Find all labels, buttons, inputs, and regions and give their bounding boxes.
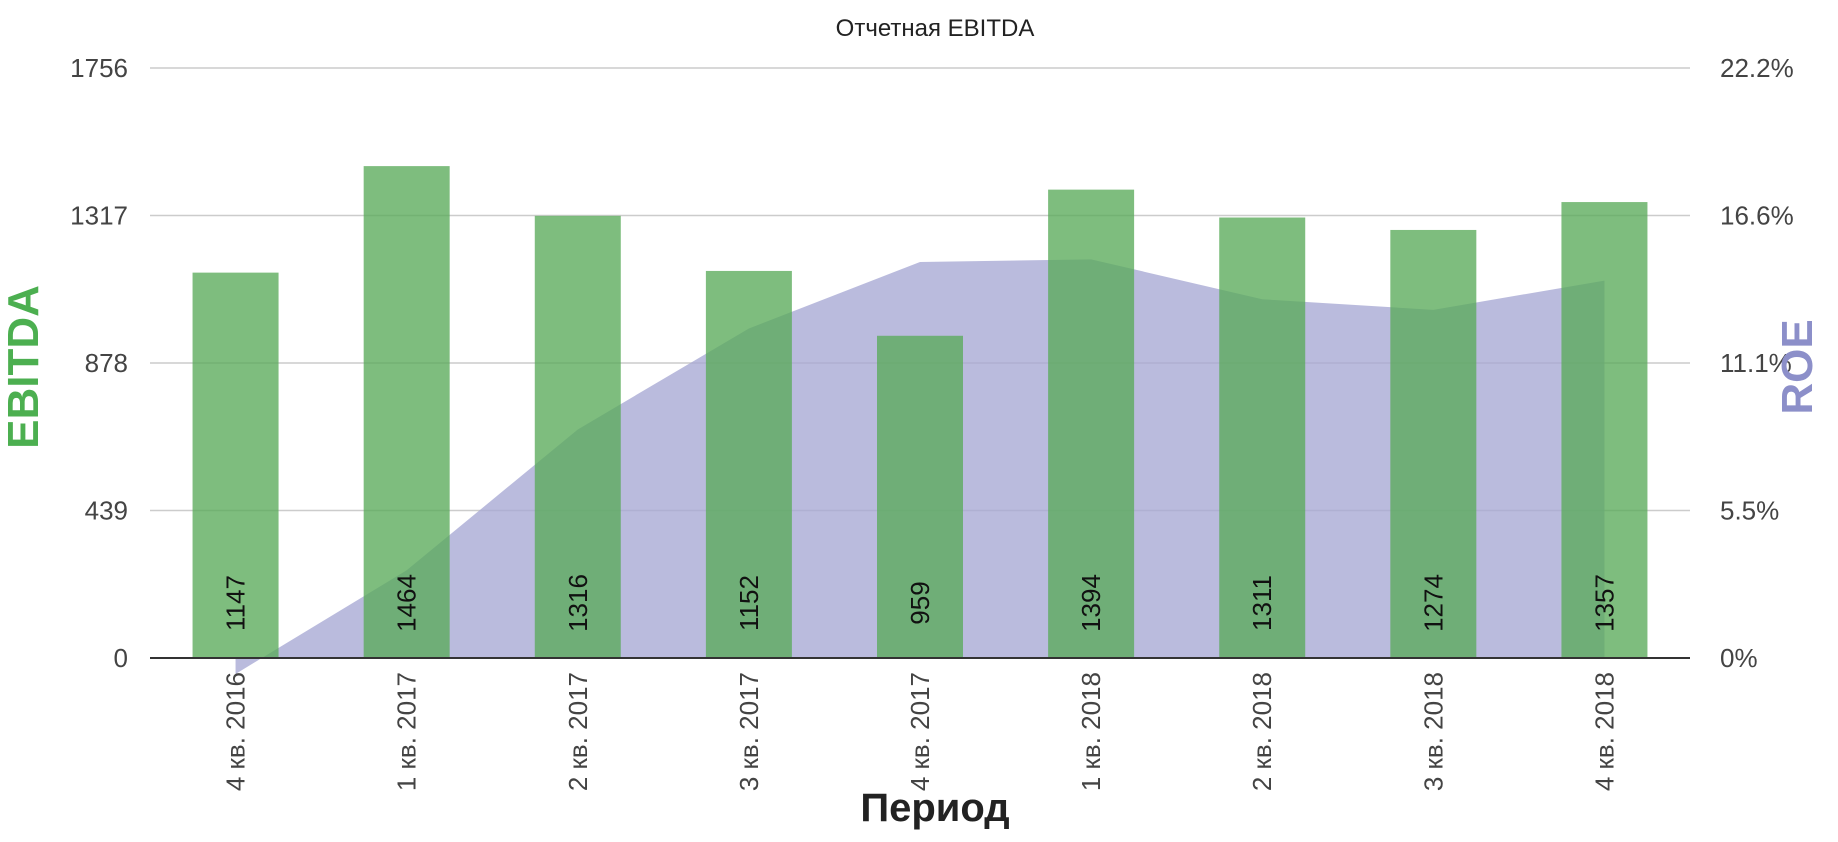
data-label: 1147 xyxy=(221,575,251,631)
ebitda-bar xyxy=(192,272,279,658)
y-tick-label-left: 439 xyxy=(85,496,128,526)
ebitda-bar xyxy=(1219,217,1306,659)
data-label: 1357 xyxy=(1589,574,1619,632)
x-axis-title: Период xyxy=(860,786,1009,830)
y-tick-label-right: 0% xyxy=(1720,643,1758,673)
ebitda-bars xyxy=(150,166,1690,659)
data-label: 1152 xyxy=(734,575,764,631)
x-tick-label: 3 кв. 2018 xyxy=(1418,672,1448,791)
data-label: 1274 xyxy=(1418,574,1448,632)
x-tick-label: 3 кв. 2017 xyxy=(734,672,764,791)
ebitda-bar xyxy=(877,335,963,658)
y-axis-left: 0 439 878 1317 1756 xyxy=(70,53,128,673)
x-tick-label: 2 кв. 2017 xyxy=(563,672,593,791)
x-tick-label: 1 кв. 2018 xyxy=(1076,672,1106,791)
y-tick-label-right: 22.2% xyxy=(1720,53,1794,83)
data-label: 1311 xyxy=(1247,575,1277,631)
y-tick-label-right: 16.6% xyxy=(1720,201,1794,231)
x-tick-label: 4 кв. 2017 xyxy=(905,672,935,791)
ebitda-bar xyxy=(1561,202,1648,658)
y-tick-label-right: 11.1% xyxy=(1720,348,1792,378)
x-axis: 4 кв. 2016 1 кв. 2017 2 кв. 2017 3 кв. 2017… xyxy=(221,672,1620,791)
data-label: 1394 xyxy=(1076,574,1106,632)
y-axis-title-right: ROE xyxy=(1773,319,1822,414)
y-tick-label-left: 1317 xyxy=(70,201,128,231)
chart-title: Отчетная EBITDA xyxy=(836,15,1035,42)
data-label: 1316 xyxy=(563,574,593,632)
y-axis-title-left: EBITDA xyxy=(0,285,48,449)
ebitda-bar xyxy=(1048,189,1135,658)
x-tick-label: 4 кв. 2016 xyxy=(221,672,251,791)
y-tick-label-left: 1756 xyxy=(70,53,128,83)
data-labels: 1147 1464 1316 1152 959 1394 1311 1274 1357 xyxy=(221,574,1620,632)
ebitda-bar xyxy=(705,270,792,658)
data-label: 1464 xyxy=(392,574,422,632)
y-tick-label-left: 878 xyxy=(85,348,128,378)
x-tick-label: 4 кв. 2018 xyxy=(1589,672,1619,791)
ebitda-bar xyxy=(363,166,450,658)
y-axis-right: 0% 5.5% 11.1% 16.6% 22.2% xyxy=(1720,53,1794,673)
x-tick-label: 1 кв. 2017 xyxy=(392,672,422,791)
data-label: 959 xyxy=(905,581,935,624)
ebitda-bar xyxy=(1390,229,1477,658)
x-tick-label: 2 кв. 2018 xyxy=(1247,672,1277,791)
ebitda-bar xyxy=(534,215,621,658)
y-tick-label-left: 0 xyxy=(114,643,128,673)
y-tick-label-right: 5.5% xyxy=(1720,496,1779,526)
